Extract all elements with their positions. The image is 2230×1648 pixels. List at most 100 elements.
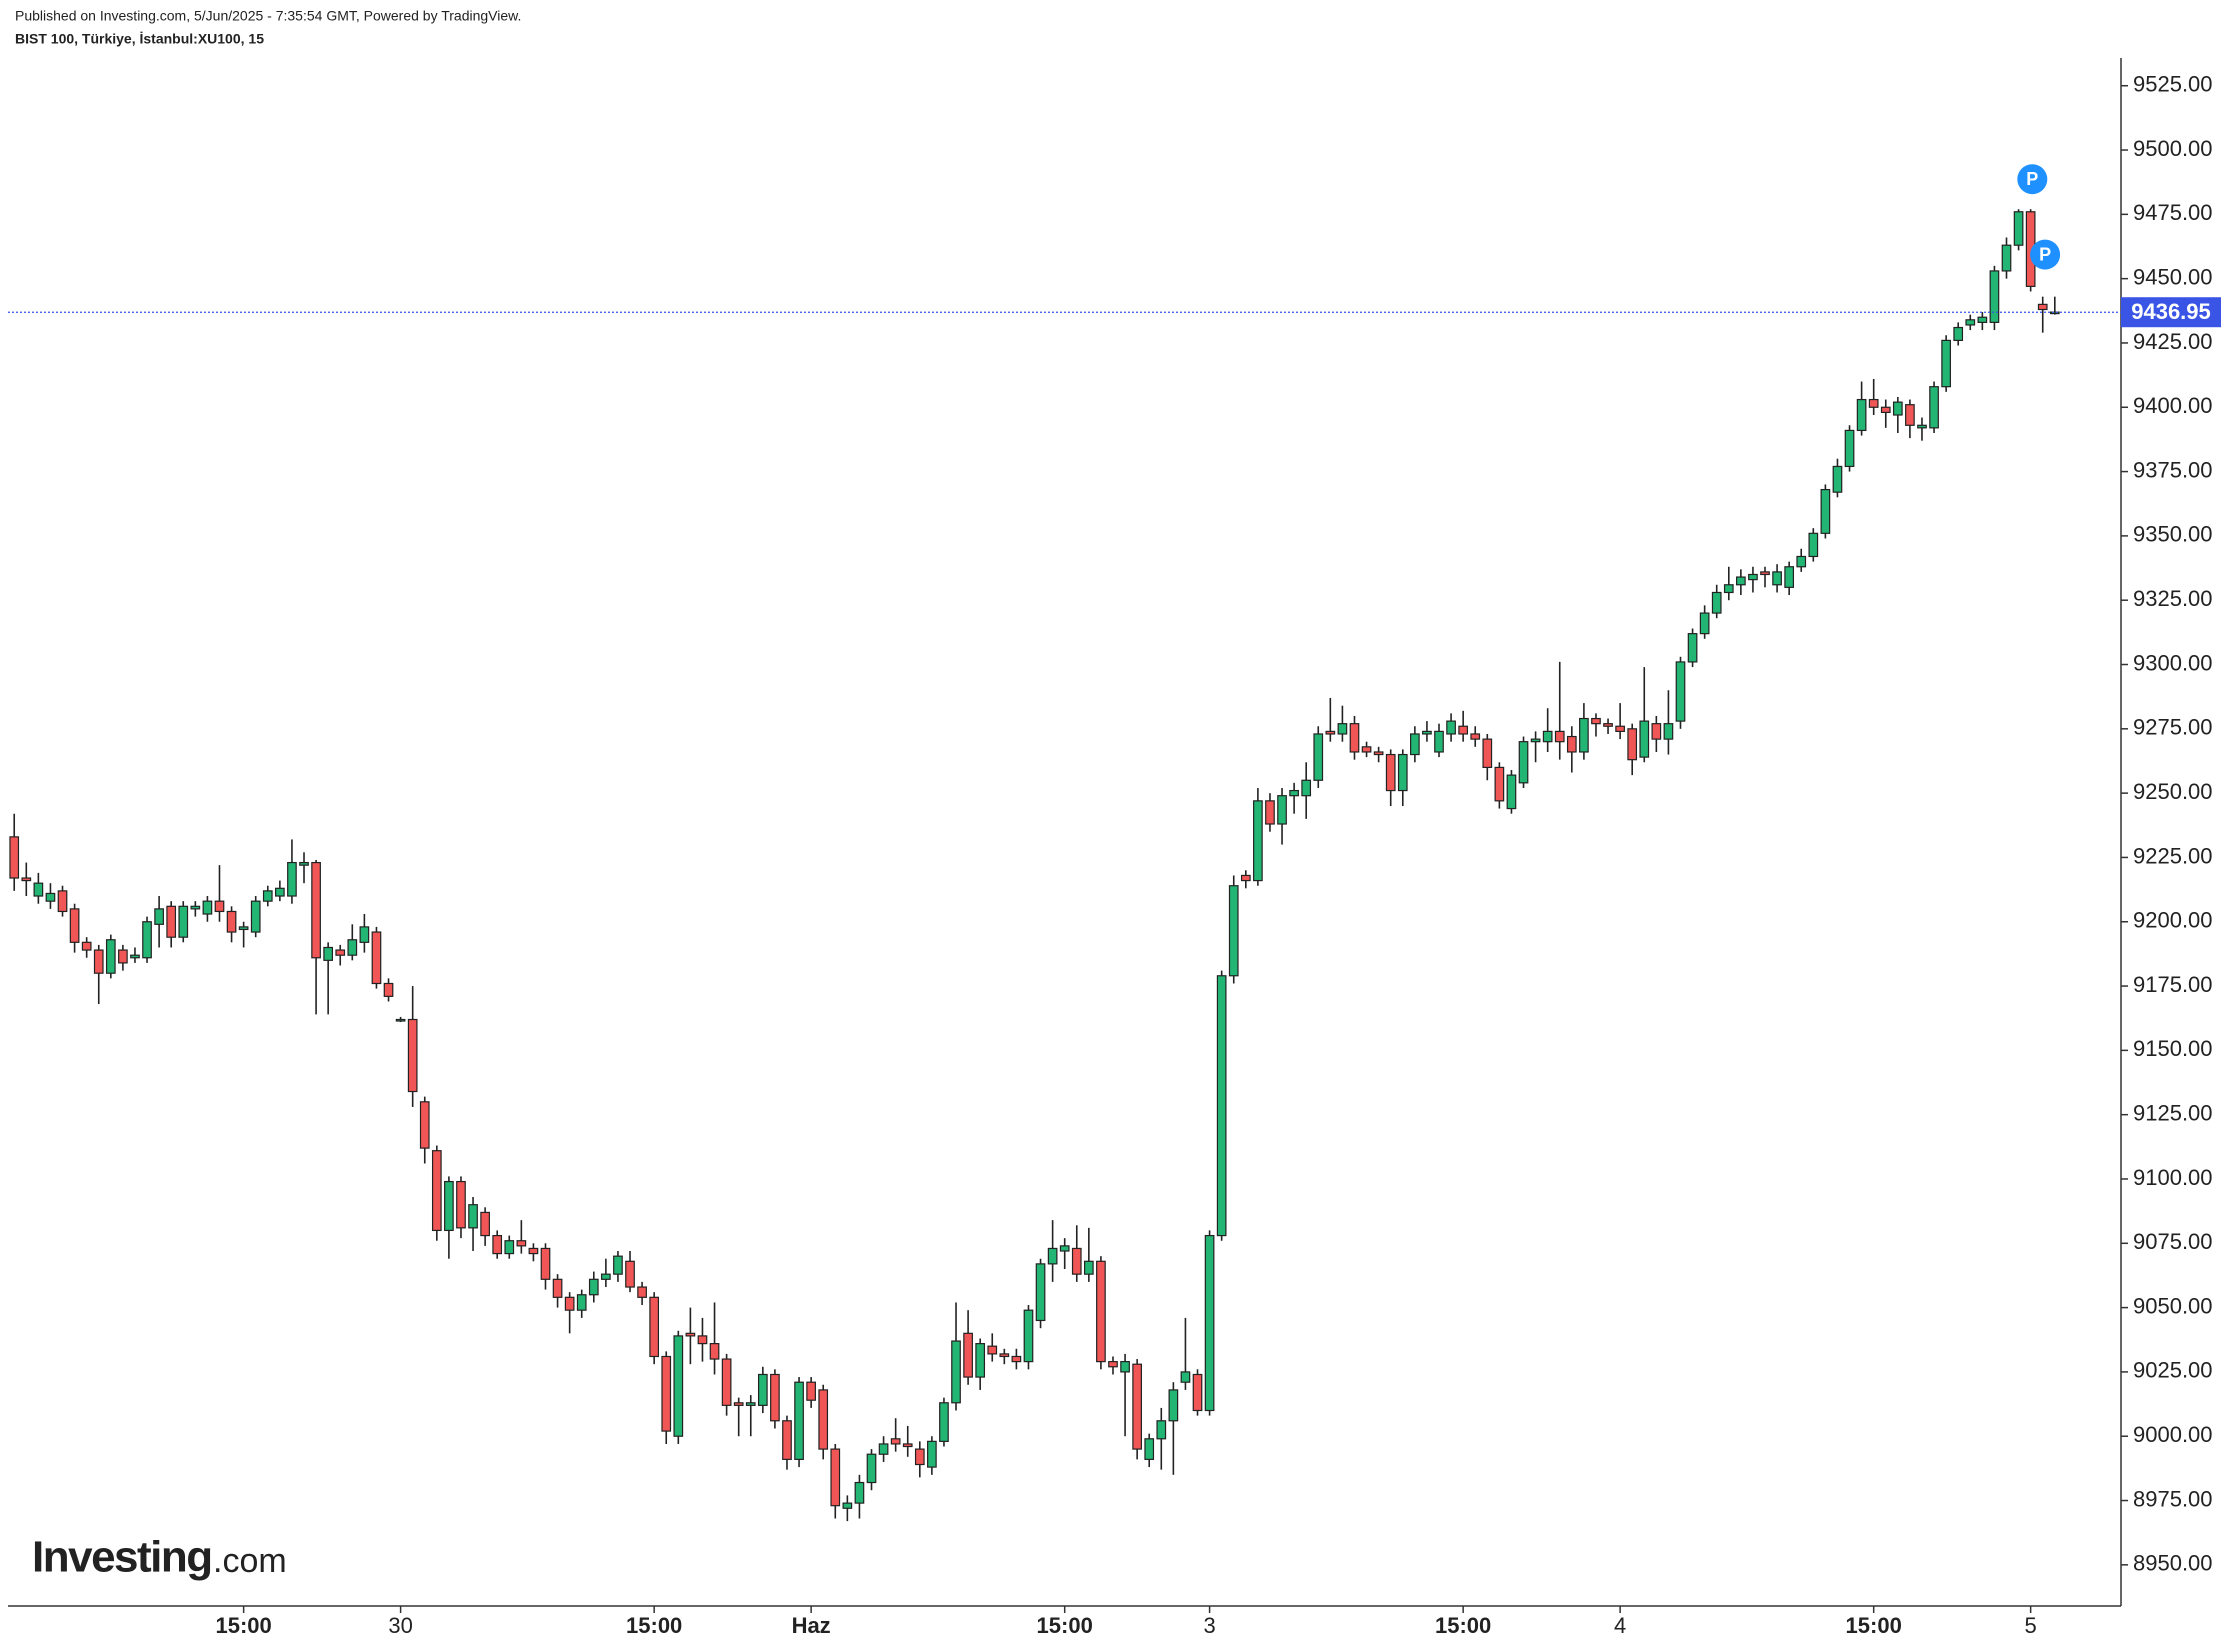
candle-body (323, 946, 334, 961)
candle-body (975, 1343, 986, 1378)
candle-body (226, 910, 237, 933)
candle-body (1941, 339, 1951, 388)
candle-body (1977, 316, 1988, 323)
candle-body (757, 1373, 768, 1406)
candle-body (1434, 730, 1444, 753)
candle-body (1397, 753, 1408, 792)
candle-body (287, 861, 297, 897)
candle-body (202, 900, 213, 915)
candle-body (262, 890, 273, 902)
x-tick-label: 4 (1614, 1613, 1626, 1638)
candle-body (1917, 424, 1927, 429)
candle-body (1832, 465, 1843, 493)
candle-body (552, 1278, 563, 1298)
candle-body (154, 908, 164, 925)
candle-body (480, 1211, 490, 1237)
candle-body (1313, 733, 1324, 781)
header: Published on Investing.com, 5/Jun/2025 -… (15, 8, 521, 24)
y-tick-label: 8975.00 (2133, 1486, 2213, 1511)
candle-body (1844, 429, 1855, 468)
y-tick-label: 9375.00 (2133, 457, 2213, 482)
y-tick-label: 9000.00 (2133, 1422, 2213, 1447)
candle-body (1096, 1260, 1106, 1363)
candle-body (1228, 885, 1239, 977)
candle-body (21, 877, 32, 882)
candle-body (1385, 753, 1396, 792)
y-tick-label: 9325.00 (2133, 586, 2213, 611)
candle-body (9, 836, 20, 879)
candle-body (1083, 1260, 1094, 1275)
candle-body (1591, 717, 1601, 725)
candle-body (33, 882, 44, 897)
candle-body (1506, 774, 1517, 810)
candle-body (1760, 571, 1770, 576)
candle-body (504, 1240, 515, 1255)
candle-body (311, 861, 321, 959)
marker-label: P (2039, 244, 2051, 264)
y-tick-label: 9275.00 (2133, 715, 2213, 740)
candle-body (1784, 566, 1795, 588)
candle-body (1542, 730, 1553, 743)
candle-body (1627, 728, 1638, 761)
y-tick-label: 9025.00 (2133, 1358, 2213, 1383)
candle-body (625, 1260, 635, 1288)
candle-body (105, 939, 116, 974)
y-tick-label: 9500.00 (2133, 136, 2213, 161)
candle-body (842, 1502, 853, 1509)
candle-body (1035, 1263, 1046, 1322)
y-tick-label: 8950.00 (2133, 1551, 2213, 1576)
candle-body (818, 1389, 829, 1450)
candle-body (335, 949, 346, 956)
x-tick-label: 5 (2025, 1613, 2037, 1638)
y-tick-label: 9350.00 (2133, 522, 2213, 547)
candle-body (999, 1353, 1010, 1358)
candle-body (359, 926, 370, 943)
candle-body (93, 949, 104, 974)
logo-suffix: .com (213, 1542, 287, 1580)
x-tick-label: Haz (792, 1613, 831, 1638)
candle-body (2001, 244, 2012, 272)
candle-body (806, 1381, 816, 1401)
logo: Investing .com (32, 1533, 287, 1582)
candle-body (1192, 1373, 1203, 1412)
candle-body (1530, 738, 1541, 743)
y-tick-label: 9075.00 (2133, 1229, 2213, 1254)
y-tick-label: 9050.00 (2133, 1293, 2213, 1318)
candle-body (1361, 746, 1372, 753)
y-tick-label: 9125.00 (2133, 1100, 2213, 1125)
y-tick-label: 9225.00 (2133, 843, 2213, 868)
chart-title: BIST 100, Türkiye, İstanbul:XU100, 15 (15, 31, 264, 47)
candle-body (1482, 738, 1493, 769)
y-tick-label: 9450.00 (2133, 264, 2213, 289)
candle-body (1240, 874, 1251, 882)
x-tick-label: 3 (1203, 1613, 1215, 1638)
candle-body (516, 1240, 527, 1247)
candle-body (1892, 401, 1903, 416)
y-tick-label: 9150.00 (2133, 1036, 2213, 1061)
y-tick-label: 9425.00 (2133, 329, 2213, 354)
candle-body (395, 1018, 406, 1022)
candle-body (1108, 1361, 1118, 1368)
candle-body (1736, 576, 1746, 586)
candle-body (1289, 789, 1299, 797)
candle-body (2049, 311, 2060, 315)
candle-body (371, 931, 382, 985)
candle-body (528, 1247, 539, 1255)
candle-body (685, 1332, 696, 1337)
candle-body (1880, 406, 1891, 414)
x-tick-label: 15:00 (1435, 1613, 1491, 1638)
candle-body (1748, 573, 1758, 581)
candle-body (1458, 725, 1469, 735)
candle-body (890, 1438, 901, 1445)
marker (2030, 239, 2061, 270)
candle-body (1023, 1309, 1034, 1363)
candle-body (1422, 730, 1432, 735)
candle-body (1820, 488, 1831, 534)
candle-body (1011, 1355, 1022, 1363)
y-tick-label: 9525.00 (2133, 72, 2213, 97)
candle-body (1518, 741, 1529, 784)
candle-body (1554, 730, 1565, 743)
candle-body (1071, 1247, 1082, 1275)
candle-body (1796, 555, 1807, 568)
candle-body (1772, 571, 1782, 586)
